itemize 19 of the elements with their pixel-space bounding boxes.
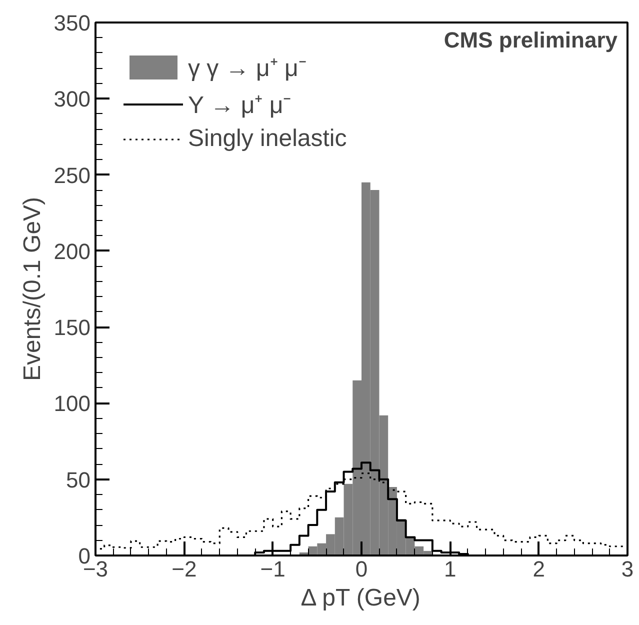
x-tick-label: −2: [172, 556, 197, 582]
y-tick-label: 200: [54, 238, 91, 264]
x-tick-label: 3: [621, 556, 634, 582]
y-tick-label: 250: [54, 162, 91, 188]
y-tick-label: 150: [54, 315, 91, 340]
x-tick-label: 1: [444, 556, 456, 582]
legend-label: γ γ → μ⁺ μ⁻: [188, 54, 306, 83]
y-tick-label: 300: [54, 86, 91, 112]
x-tick-label: 2: [532, 556, 545, 582]
annotation: CMS preliminary: [444, 28, 618, 52]
y-tick-label: 350: [54, 10, 91, 36]
legend-label: Singly inelastic: [188, 125, 347, 153]
legend-label: Υ → μ⁺ μ⁻: [188, 91, 292, 120]
y-axis-title: Events/(0.1 GeV): [18, 196, 46, 382]
x-axis-title: Δ pT (GeV): [300, 584, 420, 612]
y-tick-label: 50: [66, 467, 91, 492]
x-tick-label: 0: [355, 556, 368, 582]
x-tick-label: −1: [260, 556, 286, 582]
y-tick-label: 100: [54, 391, 91, 416]
